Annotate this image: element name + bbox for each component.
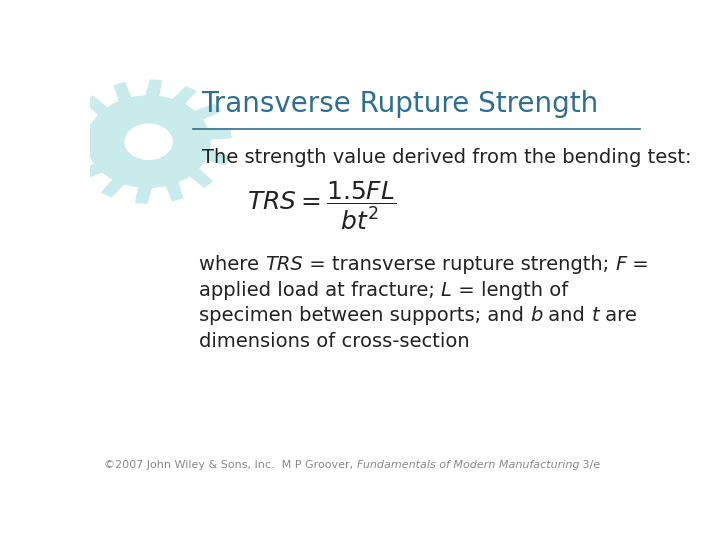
Text: Transverse Rupture Strength: Transverse Rupture Strength [201,90,598,118]
Text: L: L [441,281,452,300]
Text: b: b [530,306,542,326]
Text: = transverse rupture strength;: = transverse rupture strength; [303,255,615,274]
Circle shape [125,124,172,159]
Text: $\mathit{TRS} = \dfrac{1.5\mathit{FL}}{\mathit{bt}^2}$: $\mathit{TRS} = \dfrac{1.5\mathit{FL}}{\… [247,180,396,232]
Polygon shape [66,80,231,203]
Text: t: t [591,306,599,326]
Text: The strength value derived from the bending test:: The strength value derived from the bend… [202,147,691,167]
Circle shape [125,124,172,159]
Text: Fundamentals of Modern Manufacturing: Fundamentals of Modern Manufacturing [356,460,579,470]
Text: specimen between supports; and: specimen between supports; and [199,306,530,326]
Text: F: F [615,255,626,274]
Text: dimensions of cross-section: dimensions of cross-section [199,332,469,351]
Text: 3/e: 3/e [579,460,600,470]
Text: = length of: = length of [452,281,568,300]
Text: applied load at fracture;: applied load at fracture; [199,281,441,300]
Text: where: where [199,255,265,274]
Text: are: are [599,306,636,326]
Text: =: = [626,255,649,274]
Text: and: and [542,306,591,326]
Polygon shape [66,80,231,203]
Text: ©2007 John Wiley & Sons, Inc.  M P Groover,: ©2007 John Wiley & Sons, Inc. M P Groove… [104,460,356,470]
Text: TRS: TRS [265,255,303,274]
